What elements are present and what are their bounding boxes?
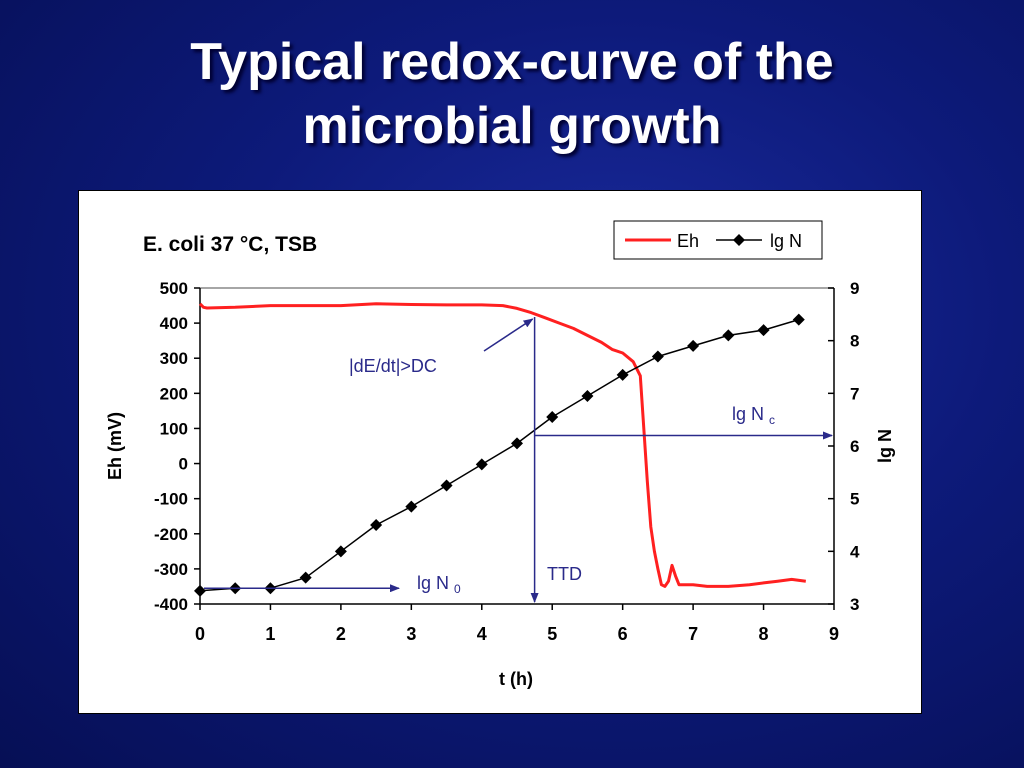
redox-chart: E. coli 37 °C, TSB Eh lg N 0 1 2 3 4 5 6 7 8 9 -4… (105, 220, 895, 689)
y-ticks: -400 -300 -200 -100 0 100 200 300 400 500 (154, 279, 200, 614)
x-ticks: 0 1 2 3 4 5 6 7 8 9 (195, 604, 839, 644)
annotation-layer: |dE/dt|>DC lg N c lg N 0 TTD (204, 317, 833, 603)
chart-panel: E. coli 37 °C, TSB Eh lg N 0 1 2 3 4 5 6 7 8 9 -4… (78, 190, 922, 714)
y-tick-label: 400 (160, 314, 188, 333)
y-tick-label: -100 (154, 490, 188, 509)
x-tick-label: 7 (688, 624, 698, 644)
data-point (651, 350, 664, 363)
legend-lgn-label: lg N (770, 231, 802, 251)
data-point (687, 339, 700, 352)
series-line-eh (198, 302, 806, 588)
data-point (616, 368, 629, 381)
data-point (757, 324, 770, 337)
x-tick-label: 0 (195, 624, 205, 644)
x-tick-label: 6 (618, 624, 628, 644)
x-tick-label: 5 (547, 624, 557, 644)
y2-tick-label: 4 (850, 542, 860, 561)
slide-title-line-2: microbial growth (302, 97, 722, 155)
legend-eh-label: Eh (677, 231, 699, 251)
y2-tick-label: 3 (850, 595, 859, 614)
y-axis-label: Eh (mV) (105, 412, 125, 480)
data-point (334, 545, 347, 558)
x-tick-label: 9 (829, 624, 839, 644)
data-point (299, 571, 312, 584)
y-tick-label: -400 (154, 595, 188, 614)
slide-title: Typical redox-curve of the microbial gro… (0, 30, 1024, 158)
lgnc-subscript: c (769, 413, 775, 427)
chart-title: E. coli 37 °C, TSB (143, 233, 317, 256)
dedt-label: |dE/dt|>DC (349, 356, 437, 376)
slide-title-line-1: Typical redox-curve of the (190, 33, 834, 91)
y2-tick-label: 6 (850, 437, 859, 456)
y-tick-label: -300 (154, 560, 188, 579)
x-tick-label: 4 (477, 624, 487, 644)
data-point (581, 389, 594, 402)
data-point (370, 519, 383, 531)
x-axis-label: t (h) (499, 669, 533, 689)
lgnc-label: lg N (732, 404, 764, 424)
x-tick-label: 8 (759, 624, 769, 644)
y-tick-label: -200 (154, 525, 188, 544)
ttd-label: TTD (547, 564, 582, 584)
data-point (511, 437, 523, 450)
data-point (194, 584, 206, 597)
data-point (546, 411, 559, 424)
y2-tick-label: 8 (850, 332, 859, 351)
y2-tick-label: 7 (850, 384, 859, 403)
dedt-arrow (483, 318, 534, 352)
legend-lgn-marker (733, 234, 745, 246)
x-tick-label: 2 (336, 624, 346, 644)
data-point (440, 479, 453, 492)
legend: Eh lg N (613, 220, 823, 260)
y-tick-label: 0 (179, 455, 188, 474)
data-point (475, 458, 488, 471)
y2-ticks: 3 4 5 6 7 8 9 (828, 279, 860, 614)
lgn0-label: lg N (417, 573, 449, 593)
data-point (722, 329, 735, 342)
data-point (405, 500, 418, 513)
y2-tick-label: 5 (850, 490, 859, 509)
lgn0-subscript: 0 (454, 582, 461, 596)
series-layer (194, 302, 806, 597)
y-tick-label: 500 (160, 279, 188, 298)
x-tick-label: 3 (406, 624, 416, 644)
y-tick-label: 200 (160, 384, 188, 403)
data-point (792, 313, 805, 326)
series-line-lgn (199, 318, 800, 592)
x-tick-label: 1 (265, 624, 275, 644)
y-tick-label: 100 (160, 419, 188, 438)
y-tick-label: 300 (160, 349, 188, 368)
y2-tick-label: 9 (850, 279, 859, 298)
y2-axis-label: lg N (875, 429, 895, 463)
